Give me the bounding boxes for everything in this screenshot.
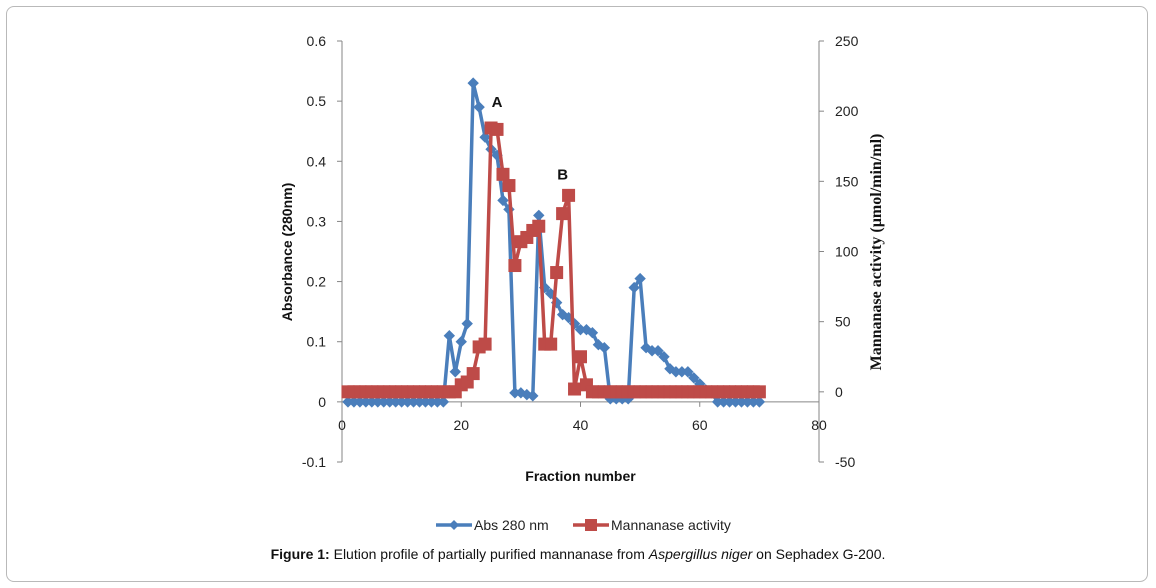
abs-280-point bbox=[658, 351, 670, 363]
series-layer bbox=[341, 77, 766, 408]
mannanase-activity-point bbox=[466, 367, 480, 381]
mannanase-activity-point bbox=[574, 350, 587, 364]
abs-280-point bbox=[527, 390, 539, 402]
abs-280-point bbox=[580, 323, 593, 336]
legend-swatch-marker bbox=[585, 519, 597, 531]
abs-280-point bbox=[652, 345, 664, 357]
mannanase-activity-point bbox=[544, 337, 558, 351]
y-right-tick-label: 250 bbox=[835, 33, 859, 49]
y-left-axis-title: Absorbance (280nm) bbox=[279, 183, 295, 321]
x-tick-label: 80 bbox=[811, 417, 827, 433]
abs-280-point bbox=[479, 131, 491, 143]
legend-item-abs-280: Abs 280 nm bbox=[436, 517, 549, 533]
y-left-tick-label: 0.6 bbox=[307, 33, 327, 49]
abs-280-point bbox=[455, 336, 467, 348]
abs-280-point bbox=[515, 387, 527, 399]
series-mannanase-activity bbox=[341, 121, 766, 399]
abs-280-point bbox=[664, 363, 676, 375]
abs-280-point bbox=[533, 209, 545, 222]
abs-280-point bbox=[437, 396, 450, 408]
y-right-tick-label: -50 bbox=[835, 454, 855, 470]
y-right-axis-title: Mannanase activity (µmol/min/ml) bbox=[868, 134, 885, 371]
y-left-tick-label: -0.1 bbox=[302, 454, 326, 470]
mannanase-activity-point bbox=[478, 337, 492, 351]
x-tick-label: 20 bbox=[453, 417, 469, 433]
abs-280-point bbox=[628, 281, 640, 294]
y-left-tick-label: 0.5 bbox=[307, 93, 327, 109]
abs-280-point bbox=[592, 339, 605, 351]
abs-280-point bbox=[688, 372, 700, 384]
x-tick-label: 0 bbox=[338, 417, 346, 433]
abs-280-point bbox=[449, 366, 461, 378]
caption-text-after: on Sephadex G-200. bbox=[752, 546, 886, 562]
abs-280-point bbox=[461, 317, 473, 330]
abs-280-point bbox=[753, 396, 766, 408]
text-layer: -0.100.10.20.30.40.50.6-5005010015020025… bbox=[279, 33, 885, 484]
y-left-tick-label: 0.2 bbox=[307, 274, 327, 290]
mannanase-activity-point bbox=[532, 219, 546, 233]
y-right-tick-label: 200 bbox=[835, 103, 859, 119]
peak-label-b: B bbox=[557, 166, 568, 183]
mannanase-activity-point bbox=[490, 122, 504, 136]
legend-layer: Abs 280 nm Mannanase activity bbox=[436, 517, 731, 533]
figure-frame bbox=[6, 6, 1148, 582]
caption-label: Figure 1: bbox=[270, 546, 330, 562]
figure-caption: Figure 1: Elution profile of partially p… bbox=[0, 546, 1156, 562]
legend-label: Abs 280 nm bbox=[474, 517, 549, 533]
y-left-tick-label: 0.3 bbox=[307, 213, 327, 229]
peak-label-a: A bbox=[492, 94, 503, 111]
y-right-tick-label: 150 bbox=[835, 173, 859, 189]
abs-280-point bbox=[497, 194, 509, 207]
legend-label: Mannanase activity bbox=[611, 517, 731, 533]
mannanase-activity-point bbox=[568, 382, 582, 396]
mannanase-activity-line bbox=[348, 126, 760, 394]
mannanase-activity-point bbox=[550, 266, 564, 280]
y-right-tick-label: 0 bbox=[835, 384, 843, 400]
legend-swatch-marker bbox=[449, 520, 459, 530]
caption-organism: Aspergillus niger bbox=[648, 546, 753, 562]
abs-280-point bbox=[467, 77, 479, 89]
abs-280-point bbox=[682, 366, 694, 378]
mannanase-activity-point bbox=[502, 179, 516, 193]
y-right-tick-label: 50 bbox=[835, 314, 851, 330]
abs-280-point bbox=[598, 342, 611, 354]
mannanase-activity-point bbox=[496, 167, 510, 181]
caption-text-before: Elution profile of partially purified ma… bbox=[329, 546, 649, 562]
abs-280-point bbox=[634, 272, 646, 285]
mannanase-activity-point bbox=[752, 385, 766, 399]
y-left-tick-label: 0 bbox=[318, 394, 326, 410]
mannanase-activity-point bbox=[556, 207, 570, 221]
mannanase-activity-point bbox=[508, 259, 522, 273]
y-left-tick-label: 0.4 bbox=[307, 153, 327, 169]
abs-280-point bbox=[473, 101, 485, 113]
y-right-tick-label: 100 bbox=[835, 244, 859, 260]
mannanase-activity-point bbox=[562, 188, 576, 202]
series-abs-280 bbox=[342, 77, 766, 408]
abs-280-line bbox=[348, 81, 760, 404]
y-left-tick-label: 0.1 bbox=[307, 334, 327, 350]
abs-280-point bbox=[640, 342, 652, 354]
x-tick-label: 40 bbox=[573, 417, 589, 433]
x-tick-label: 60 bbox=[692, 417, 708, 433]
x-axis-title: Fraction number bbox=[525, 468, 636, 484]
legend-item-mannanase-activity: Mannanase activity bbox=[573, 517, 731, 533]
abs-280-point bbox=[586, 326, 599, 339]
abs-280-point bbox=[443, 329, 456, 342]
